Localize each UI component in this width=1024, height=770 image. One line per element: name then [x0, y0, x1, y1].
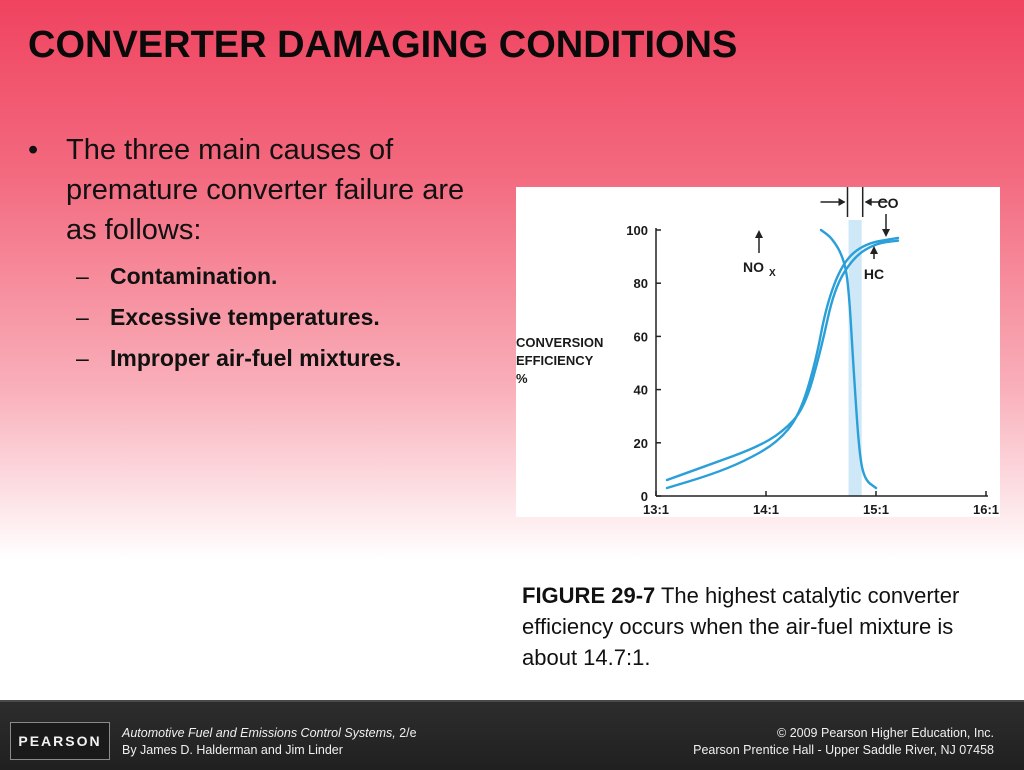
sub-bullet-marker: –	[76, 345, 89, 371]
y-tick-label: 0	[641, 489, 648, 504]
x-tick-label: 15:1	[863, 502, 889, 517]
bullet-main: • The three main causes of premature con…	[28, 130, 498, 250]
publisher-text: Pearson Prentice Hall - Upper Saddle Riv…	[693, 743, 994, 757]
sub-bullet-temperatures: – Excessive temperatures.	[28, 302, 498, 332]
series-line-nox	[819, 228, 878, 490]
series-line-co	[665, 236, 900, 490]
sub-bullet-marker: –	[76, 263, 89, 289]
footer-copyright: © 2009 Pearson Higher Education, Inc. Pe…	[693, 725, 994, 759]
x-tick-label: 14:1	[753, 502, 779, 517]
y-tick-label: 80	[634, 276, 648, 291]
co-arrow-right-head	[864, 198, 872, 206]
co-label: CO	[878, 195, 899, 211]
y-axis-label: CONVERSION	[516, 335, 603, 350]
nox-label-subscript: X	[769, 268, 776, 279]
sub-bullet-text: Contamination.	[110, 263, 278, 289]
figure-label: FIGURE 29-7	[522, 583, 656, 608]
footer-bar: PEARSON Automotive Fuel and Emissions Co…	[0, 700, 1024, 770]
co-pointer-head	[882, 229, 890, 237]
y-tick-label: 40	[634, 383, 648, 398]
y-axis-label: %	[516, 371, 528, 386]
sub-bullet-mixtures: – Improper air-fuel mixtures.	[28, 343, 498, 373]
bullet-text: The three main causes of premature conve…	[66, 134, 465, 246]
sub-bullet-text: Improper air-fuel mixtures.	[110, 345, 402, 371]
y-tick-label: 100	[626, 223, 648, 238]
publisher-logo: PEARSON	[10, 722, 110, 760]
slide-title: CONVERTER DAMAGING CONDITIONS	[28, 24, 738, 66]
figure-caption-text: The highest catalytic converter efficien…	[522, 583, 960, 670]
y-axis-label: EFFICIENCY	[516, 353, 594, 368]
hc-pointer-head	[870, 246, 878, 254]
series-line-hc	[665, 239, 900, 482]
book-authors: By James D. Halderman and Jim Linder	[122, 743, 343, 757]
hc-label: HC	[864, 266, 884, 282]
co-arrow-left-head	[838, 198, 846, 206]
footer-book-info: Automotive Fuel and Emissions Control Sy…	[122, 725, 417, 759]
book-edition: 2/e	[395, 726, 417, 740]
sub-bullet-marker: –	[76, 304, 89, 330]
bullet-list: • The three main causes of premature con…	[28, 130, 498, 373]
x-tick-label: 13:1	[643, 502, 669, 517]
sub-bullet-text: Excessive temperatures.	[110, 304, 380, 330]
copyright-text: © 2009 Pearson Higher Education, Inc.	[777, 726, 994, 740]
y-tick-label: 20	[634, 436, 648, 451]
bullet-marker: •	[28, 134, 39, 166]
figure-caption: FIGURE 29-7 The highest catalytic conver…	[522, 580, 992, 673]
x-tick-label: 16:1	[973, 502, 999, 517]
y-tick-label: 60	[634, 329, 648, 344]
book-title: Automotive Fuel and Emissions Control Sy…	[122, 726, 396, 740]
sub-bullet-contamination: – Contamination.	[28, 261, 498, 291]
nox-label: NO	[743, 259, 764, 275]
nox-pointer-head	[755, 230, 763, 238]
